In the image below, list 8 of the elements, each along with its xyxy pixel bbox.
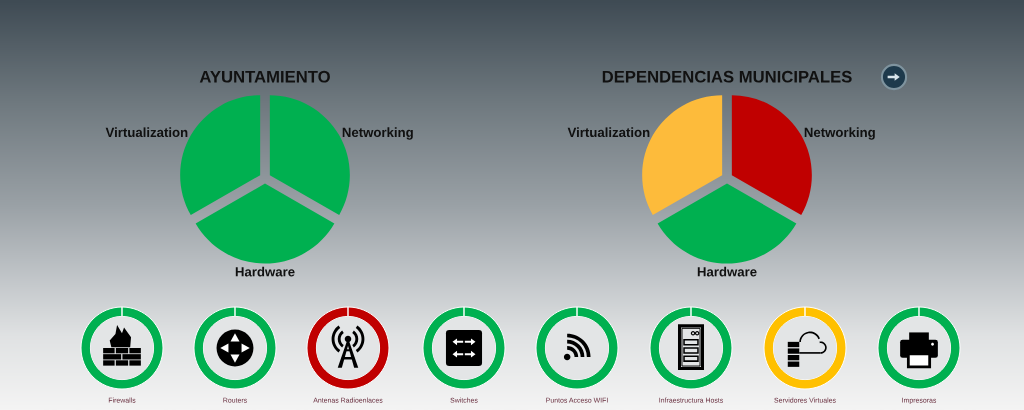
chart-title: AYUNTAMIENTO bbox=[199, 70, 330, 83]
slice-label: Networking bbox=[804, 127, 875, 140]
slice-label: Virtualization bbox=[105, 127, 188, 138]
slice-label: Hardware bbox=[697, 266, 757, 277]
slice-label: Virtualization bbox=[567, 127, 650, 138]
chart-title: DEPENDENCIAS MUNICIPALES bbox=[602, 70, 852, 83]
slice-label: Networking bbox=[342, 127, 413, 140]
slice-label: Hardware bbox=[235, 266, 295, 277]
